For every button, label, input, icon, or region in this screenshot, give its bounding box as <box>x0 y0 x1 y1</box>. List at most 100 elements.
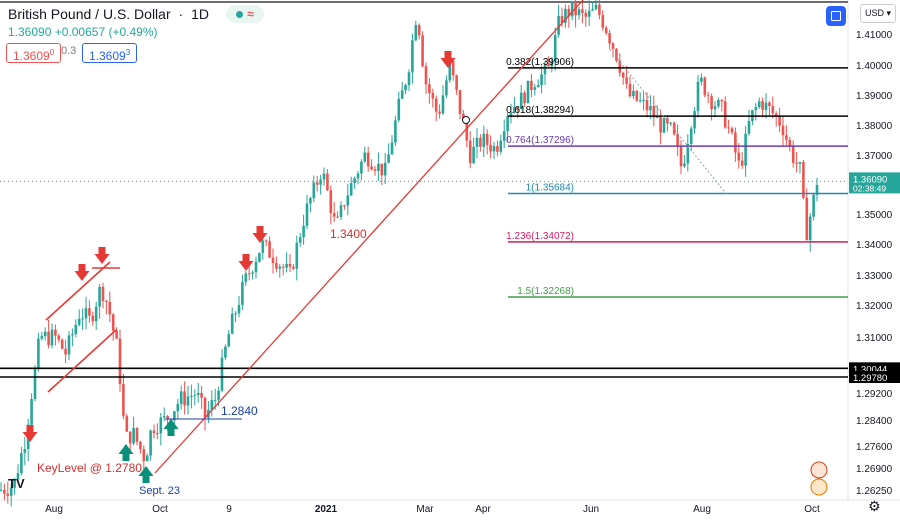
candle-body <box>387 154 390 163</box>
candle-body <box>761 101 764 110</box>
buy-price: 1.3609 <box>89 49 126 63</box>
currency-label: USD <box>864 8 884 18</box>
candle-body <box>6 493 10 496</box>
candle-body <box>179 391 183 404</box>
candle-body <box>438 111 441 114</box>
y-tick-label: 1.39000 <box>856 91 893 102</box>
candle-body <box>118 338 122 385</box>
fib-level-label: 0.618(1.38294) <box>506 105 574 116</box>
candle-body <box>570 0 574 17</box>
candle-body <box>642 100 645 102</box>
candle-body <box>805 197 809 241</box>
candle-body <box>550 61 554 67</box>
candle-body <box>676 134 679 147</box>
candle-body <box>380 163 384 176</box>
y-tick-label: 1.26900 <box>856 464 893 475</box>
candle-body <box>567 8 571 17</box>
fib-level-label: 1.5(1.32268) <box>517 286 574 297</box>
candle-body <box>611 43 615 49</box>
candle-body <box>105 301 108 303</box>
candle-body <box>275 263 278 269</box>
candle-body <box>60 339 64 349</box>
fib-level-label: 1.236(1.34072) <box>506 231 574 242</box>
candle-body <box>145 455 149 462</box>
trend-intersection-marker <box>462 116 470 124</box>
candle-body <box>802 161 805 198</box>
candle-body <box>754 107 758 111</box>
candle-body <box>506 115 509 132</box>
candle-body <box>400 90 404 99</box>
candle-body <box>621 72 625 78</box>
candle-body <box>649 106 652 111</box>
fullscreen-icon[interactable] <box>826 6 846 26</box>
candle-body <box>349 183 353 196</box>
x-tick-label: Oct <box>804 504 820 515</box>
candle-body <box>448 60 452 81</box>
candle-body <box>618 60 622 73</box>
candle-body <box>768 102 771 107</box>
last-price: 1.36090 <box>8 25 52 39</box>
timeframe-label[interactable]: 1D <box>191 6 209 22</box>
candle-body <box>200 392 203 398</box>
tradingview-logo: TV <box>8 476 25 491</box>
x-tick-label: 2021 <box>315 504 338 515</box>
sell-button[interactable]: 1.36090 <box>6 43 62 63</box>
candle-body <box>458 90 462 114</box>
gear-icon[interactable]: ⚙ <box>868 498 881 514</box>
candle-body <box>254 261 258 273</box>
candle-body <box>727 127 730 129</box>
candle-body <box>336 216 339 218</box>
y-tick-label: 1.28400 <box>856 416 893 427</box>
candle-body <box>224 346 227 358</box>
candle-body <box>370 166 373 170</box>
candle-body <box>268 241 271 258</box>
candle-body <box>271 257 275 264</box>
candle-body <box>795 162 798 164</box>
channel-upper-line <box>45 261 111 321</box>
spread-value: 0.3 <box>61 45 77 57</box>
candle-body <box>798 161 802 164</box>
usd-flag-icon <box>810 478 828 496</box>
market-status-pill[interactable]: ≈ <box>226 5 264 23</box>
candle-body <box>475 137 479 147</box>
candle-body <box>706 95 710 97</box>
candle-body <box>54 329 57 336</box>
candle-body <box>744 133 747 166</box>
candle-body <box>203 397 207 418</box>
price-change: +0.00657 (+0.49%) <box>54 25 158 39</box>
candle-body <box>774 113 778 117</box>
last-price-tag <box>849 172 900 194</box>
symbol-name: British Pound / U.S. Dollar <box>8 6 171 22</box>
candle-body <box>64 348 67 355</box>
y-tick-label: 1.34000 <box>856 240 893 251</box>
sell-arrow-icon <box>94 247 110 264</box>
chart-annotation: Sept. 23 <box>139 485 180 497</box>
candle-body <box>679 146 683 167</box>
buy-button[interactable]: 1.36093 <box>82 43 138 63</box>
x-tick-label: Mar <box>416 504 434 515</box>
candle-body <box>785 135 788 140</box>
candle-body <box>142 449 146 462</box>
candle-body <box>771 106 775 114</box>
candle-body <box>16 473 20 480</box>
candle-body <box>713 106 717 110</box>
candle-body <box>285 264 288 268</box>
currency-selector[interactable]: USD ▾ <box>860 4 896 23</box>
sell-arrow-icon <box>440 51 456 68</box>
candle-body <box>666 118 669 124</box>
candle-body <box>740 160 744 166</box>
candle-body <box>601 14 605 28</box>
candle-body <box>543 64 547 75</box>
candle-body <box>312 182 316 199</box>
candle-body <box>598 4 601 15</box>
candle-body <box>193 395 197 397</box>
candle-body <box>295 242 299 269</box>
candle-body <box>339 205 343 218</box>
candle-body <box>560 15 564 23</box>
candle-body <box>577 9 581 16</box>
candle-body <box>247 273 251 275</box>
candle-body <box>720 100 724 102</box>
gbp-flag-icon <box>810 461 828 479</box>
